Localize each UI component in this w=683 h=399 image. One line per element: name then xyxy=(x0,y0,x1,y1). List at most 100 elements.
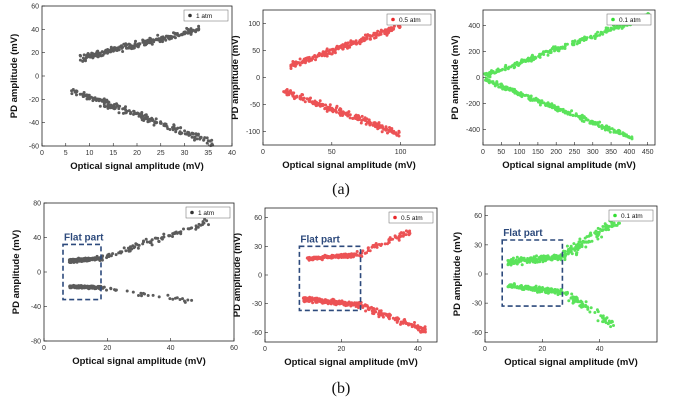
data-point xyxy=(556,291,560,295)
data-point xyxy=(377,33,381,37)
data-point xyxy=(596,310,600,314)
data-point xyxy=(506,259,510,262)
data-point xyxy=(617,25,621,29)
data-point xyxy=(292,97,296,101)
data-point xyxy=(386,131,389,135)
data-point xyxy=(609,325,613,329)
data-point xyxy=(86,258,90,262)
data-point xyxy=(298,94,302,98)
data-point xyxy=(549,258,553,262)
data-point xyxy=(328,105,332,109)
data-point xyxy=(364,37,368,40)
y-tick-label: -30 xyxy=(472,301,482,308)
data-point xyxy=(193,29,197,33)
data-point xyxy=(374,123,378,127)
data-point xyxy=(366,249,370,252)
data-point xyxy=(325,47,329,51)
data-point xyxy=(194,224,198,228)
data-point xyxy=(349,39,353,43)
data-point xyxy=(182,227,185,231)
data-point xyxy=(122,42,126,46)
x-tick-label: 200 xyxy=(550,149,562,156)
data-point xyxy=(150,243,154,247)
data-point xyxy=(593,120,597,124)
data-point xyxy=(367,308,371,312)
data-point xyxy=(201,220,205,224)
data-point xyxy=(137,294,140,297)
legend-box xyxy=(386,13,432,26)
data-point xyxy=(345,112,349,116)
data-point xyxy=(148,36,152,40)
data-point xyxy=(374,310,378,314)
data-point xyxy=(354,40,358,43)
data-point xyxy=(196,132,200,136)
data-point xyxy=(115,48,119,52)
data-point xyxy=(553,48,557,51)
data-point xyxy=(586,307,590,311)
data-point xyxy=(76,285,80,289)
data-point xyxy=(515,255,519,259)
data-point xyxy=(616,130,620,134)
data-point xyxy=(582,240,586,244)
data-point xyxy=(563,44,567,48)
data-point xyxy=(579,117,583,121)
data-point xyxy=(172,31,175,35)
data-point xyxy=(404,229,408,233)
data-point xyxy=(107,255,110,258)
data-point xyxy=(321,103,325,106)
data-point xyxy=(119,251,123,255)
y-tick-label: 40 xyxy=(33,235,41,242)
legend-marker xyxy=(190,210,194,215)
data-point xyxy=(570,109,574,113)
data-point xyxy=(202,138,206,142)
data-point xyxy=(534,257,538,261)
data-point xyxy=(377,243,381,246)
data-point xyxy=(154,117,158,121)
data-point xyxy=(114,253,118,257)
data-point xyxy=(174,130,178,134)
data-point xyxy=(595,34,599,38)
data-point xyxy=(530,55,534,58)
data-point xyxy=(363,116,367,120)
data-point xyxy=(606,29,610,33)
x-tick-label: 10 xyxy=(86,150,94,157)
data-point xyxy=(588,121,592,125)
data-point xyxy=(513,87,516,91)
data-point xyxy=(610,319,614,323)
data-point xyxy=(378,309,381,313)
data-point xyxy=(330,298,334,302)
data-point xyxy=(575,296,579,300)
data-point xyxy=(144,237,148,241)
data-point xyxy=(604,26,608,30)
data-point xyxy=(612,130,616,134)
data-point xyxy=(331,47,335,51)
data-point xyxy=(575,251,579,255)
data-point xyxy=(142,119,146,122)
data-point xyxy=(119,44,123,48)
data-point xyxy=(145,115,148,119)
data-point xyxy=(303,100,307,104)
x-tick-label: 0 xyxy=(40,150,44,157)
data-point xyxy=(341,47,345,51)
data-point xyxy=(604,228,608,232)
data-point xyxy=(418,326,421,330)
data-point xyxy=(110,106,114,110)
data-point xyxy=(146,294,150,297)
data-point xyxy=(598,227,602,231)
data-point xyxy=(171,235,174,238)
data-point xyxy=(399,320,403,324)
data-point xyxy=(118,104,122,108)
data-point xyxy=(552,105,556,109)
data-point xyxy=(630,137,634,141)
data-point xyxy=(368,123,372,127)
data-point xyxy=(356,303,360,307)
data-point xyxy=(360,119,364,122)
data-point xyxy=(310,256,314,260)
data-point xyxy=(347,253,351,257)
data-point xyxy=(335,300,339,303)
data-point xyxy=(413,325,417,329)
data-point xyxy=(353,114,357,118)
data-point xyxy=(172,126,176,130)
x-axis-title: Optical signal amplitude (mV) xyxy=(502,160,636,171)
data-point xyxy=(190,226,194,230)
